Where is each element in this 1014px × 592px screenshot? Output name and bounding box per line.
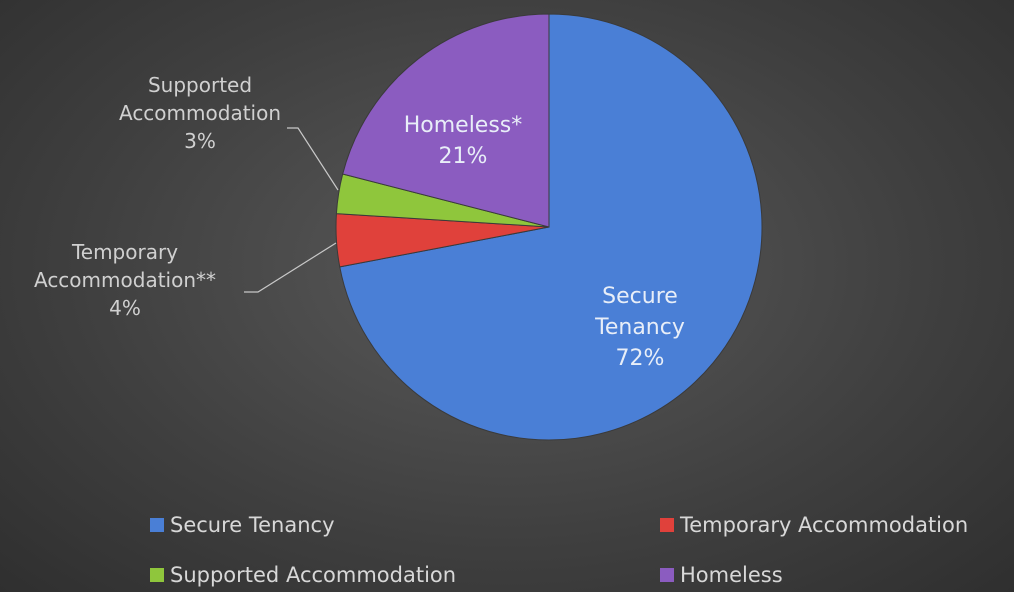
slice-value: 72% <box>615 345 665 371</box>
slice-name: Homeless* <box>403 113 523 139</box>
legend-swatch <box>660 518 674 532</box>
slice-value: 21% <box>438 144 488 169</box>
legend-item: Temporary Accommodation <box>660 513 968 537</box>
slice-name: Temporary Accommodation** <box>33 240 217 292</box>
legend-item: Supported Accommodation <box>150 563 456 587</box>
slice-name: Secure Tenancy <box>595 283 685 340</box>
leader-line <box>244 242 337 293</box>
pie-slice <box>342 13 550 228</box>
legend-label: Temporary Accommodation <box>680 513 969 537</box>
legend-item: Secure Tenancy <box>150 513 335 537</box>
slice-value: 4% <box>109 296 141 320</box>
legend-item: Homeless <box>660 563 783 587</box>
data-label: Secure Tenancy 72% <box>580 282 700 374</box>
pie-slice <box>339 13 763 441</box>
data-label: Homeless* 21% <box>383 111 543 173</box>
data-label: Temporary Accommodation** 4% <box>5 238 245 322</box>
legend-label: Homeless <box>680 563 783 587</box>
leader-line <box>287 127 339 191</box>
data-label: Supported Accommodation 3% <box>100 71 300 155</box>
legend-label: Supported Accommodation <box>170 563 457 587</box>
slice-value: 3% <box>184 129 216 153</box>
legend-swatch <box>150 568 164 582</box>
slice-name: Supported Accommodation <box>118 73 282 125</box>
legend-swatch <box>150 518 164 532</box>
legend-label: Secure Tenancy <box>170 513 335 537</box>
legend-swatch <box>660 568 674 582</box>
